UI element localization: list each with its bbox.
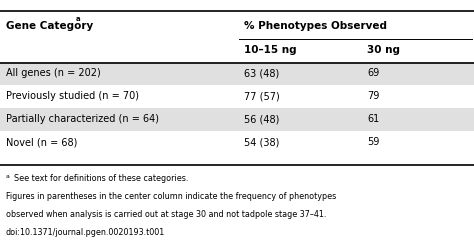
Text: Partially characterized (n = 64): Partially characterized (n = 64) (6, 114, 159, 124)
Text: All genes (n = 202): All genes (n = 202) (6, 68, 100, 78)
Text: Novel (n = 68): Novel (n = 68) (6, 137, 77, 147)
Text: 56 (48): 56 (48) (244, 114, 280, 124)
Text: observed when analysis is carried out at stage 30 and not tadpole stage 37–41.: observed when analysis is carried out at… (6, 210, 326, 219)
Text: Gene Category: Gene Category (6, 21, 93, 31)
Text: a: a (76, 16, 81, 22)
Bar (0, 62, 474, 85)
Bar (0, 85, 474, 108)
Text: 77 (57): 77 (57) (244, 91, 280, 101)
Text: 54 (38): 54 (38) (244, 137, 280, 147)
Text: 79: 79 (367, 91, 380, 101)
Text: a: a (6, 174, 9, 179)
Bar (0, 131, 474, 154)
Text: % Phenotypes Observed: % Phenotypes Observed (244, 21, 387, 31)
Text: 63 (48): 63 (48) (244, 68, 279, 78)
Text: 69: 69 (367, 68, 380, 78)
Text: Figures in parentheses in the center column indicate the frequency of phenotypes: Figures in parentheses in the center col… (6, 192, 336, 201)
Text: 61: 61 (367, 114, 380, 124)
Text: 59: 59 (367, 137, 380, 147)
Text: See text for definitions of these categories.: See text for definitions of these catego… (14, 174, 189, 183)
Text: 10–15 ng: 10–15 ng (244, 45, 297, 55)
Text: 30 ng: 30 ng (367, 45, 401, 55)
Text: doi:10.1371/journal.pgen.0020193.t001: doi:10.1371/journal.pgen.0020193.t001 (6, 228, 165, 237)
Bar (0, 108, 474, 131)
Text: Previously studied (n = 70): Previously studied (n = 70) (6, 91, 139, 101)
